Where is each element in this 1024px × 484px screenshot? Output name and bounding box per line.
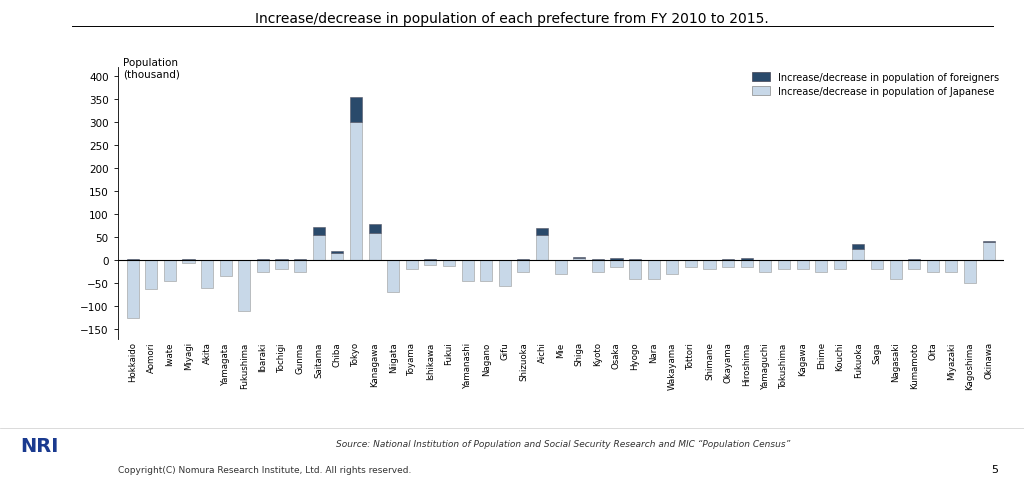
Bar [852, 249, 864, 261]
Bar [815, 261, 827, 272]
Text: Increase/decrease in population of each prefecture from FY 2010 to 2015.: Increase/decrease in population of each … [255, 12, 769, 26]
Text: Population: Population [123, 58, 178, 68]
Bar [239, 261, 250, 311]
Bar [406, 261, 418, 270]
Bar [945, 261, 957, 272]
Bar [294, 261, 306, 272]
Text: Source: National Institution of Population and Social Security Research and MIC : Source: National Institution of Populati… [336, 439, 791, 448]
Bar [127, 260, 138, 261]
Bar [778, 261, 790, 270]
Bar [275, 260, 288, 261]
Bar [647, 261, 659, 279]
Bar [369, 233, 381, 261]
Bar [219, 261, 231, 277]
Bar [667, 261, 678, 274]
Bar [182, 261, 195, 263]
Bar [610, 261, 623, 268]
Bar [536, 235, 548, 261]
Bar [740, 258, 753, 261]
Bar [871, 261, 883, 270]
Bar [740, 261, 753, 268]
Bar [592, 260, 604, 261]
Bar [145, 261, 158, 289]
Bar [927, 261, 939, 272]
Bar [703, 261, 716, 270]
Bar [127, 261, 138, 318]
Bar [908, 261, 921, 270]
Bar [722, 261, 734, 268]
Bar [852, 244, 864, 249]
Bar [834, 261, 846, 270]
Bar [182, 260, 195, 261]
Bar [164, 261, 176, 281]
Bar [964, 261, 976, 284]
Bar [890, 261, 902, 279]
Bar [312, 235, 325, 261]
Bar [722, 260, 734, 261]
Bar [517, 260, 529, 261]
Bar [462, 261, 474, 281]
Bar [312, 227, 325, 235]
Bar [797, 261, 809, 270]
Bar [610, 258, 623, 261]
Bar [480, 261, 493, 281]
Bar [424, 260, 436, 261]
Bar [685, 261, 697, 268]
Text: Copyright(C) Nomura Research Institute, Ltd. All rights reserved.: Copyright(C) Nomura Research Institute, … [118, 465, 411, 474]
Bar [294, 260, 306, 261]
Bar [573, 258, 586, 261]
Bar [350, 98, 362, 123]
Bar [369, 225, 381, 233]
Bar [387, 261, 399, 293]
Bar [536, 228, 548, 235]
Bar [443, 261, 455, 266]
Bar [759, 261, 771, 272]
Bar [350, 123, 362, 261]
Bar [555, 261, 566, 274]
Bar [257, 261, 269, 272]
Bar [517, 261, 529, 272]
Text: NRI: NRI [20, 436, 58, 455]
Bar [629, 260, 641, 261]
Bar [424, 261, 436, 265]
Text: 5: 5 [991, 464, 998, 474]
Bar [332, 252, 343, 254]
Bar [573, 257, 586, 258]
Bar [332, 254, 343, 261]
Bar [983, 242, 994, 261]
Bar [908, 260, 921, 261]
Text: (thousand): (thousand) [123, 69, 180, 79]
Bar [257, 260, 269, 261]
Bar [201, 261, 213, 288]
Bar [275, 261, 288, 270]
Bar [629, 261, 641, 279]
Legend: Increase/decrease in population of foreigners, Increase/decrease in population o: Increase/decrease in population of forei… [753, 73, 998, 96]
Bar [592, 261, 604, 272]
Bar [499, 261, 511, 286]
